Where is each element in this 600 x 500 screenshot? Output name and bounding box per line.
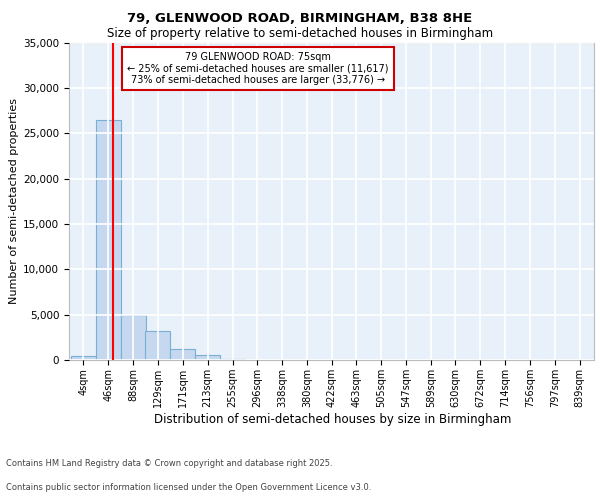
Text: 79 GLENWOOD ROAD: 75sqm
← 25% of semi-detached houses are smaller (11,617)
73% o: 79 GLENWOOD ROAD: 75sqm ← 25% of semi-de… [127, 52, 389, 85]
Text: Contains public sector information licensed under the Open Government Licence v3: Contains public sector information licen… [6, 484, 371, 492]
Bar [121, 314, 146, 360]
Bar [96, 120, 121, 360]
Bar [195, 356, 220, 360]
Bar [170, 349, 195, 360]
Bar [220, 359, 245, 360]
Text: Size of property relative to semi-detached houses in Birmingham: Size of property relative to semi-detach… [107, 28, 493, 40]
Text: 79, GLENWOOD ROAD, BIRMINGHAM, B38 8HE: 79, GLENWOOD ROAD, BIRMINGHAM, B38 8HE [127, 12, 473, 26]
Y-axis label: Number of semi-detached properties: Number of semi-detached properties [9, 98, 19, 304]
Text: Distribution of semi-detached houses by size in Birmingham: Distribution of semi-detached houses by … [154, 412, 512, 426]
Bar [145, 331, 170, 360]
Text: Contains HM Land Registry data © Crown copyright and database right 2025.: Contains HM Land Registry data © Crown c… [6, 458, 332, 468]
Bar [71, 356, 96, 360]
